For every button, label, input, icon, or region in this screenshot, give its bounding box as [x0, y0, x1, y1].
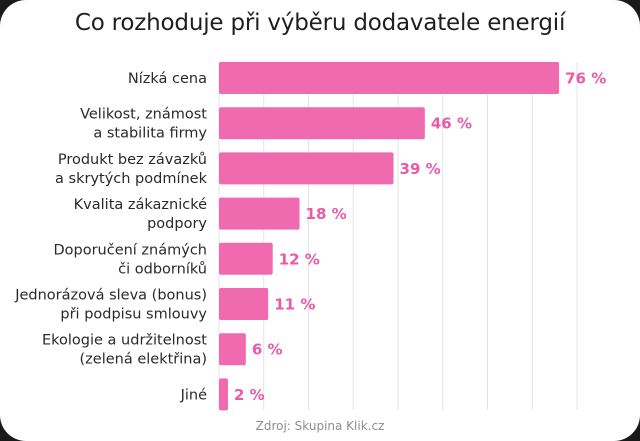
category-label: či odborníků: [118, 261, 207, 277]
category-label: Kvalita zákaznické: [74, 197, 207, 213]
bar: [219, 378, 228, 411]
category-label: (zelená elektřina): [80, 352, 208, 368]
bar: [219, 152, 394, 185]
value-label: 12 %: [279, 250, 320, 268]
category-label: Velikost, známost: [80, 107, 207, 123]
category-label: a skrytých podmínek: [55, 171, 208, 187]
value-label: 46 %: [431, 115, 472, 133]
bar: [219, 288, 269, 320]
category-label: Produkt bez závazků: [58, 152, 207, 168]
bar: [219, 62, 560, 94]
value-label: 76 %: [565, 70, 606, 88]
source-note: Zdroj: Skupina Klik.cz: [255, 419, 385, 433]
bar: [219, 197, 300, 230]
chart-title: Co rozhoduje při výběru dodavatele energ…: [74, 10, 566, 36]
category-label: Jiné: [180, 387, 207, 403]
value-label: 6 %: [252, 341, 283, 359]
category-label: Nízká cena: [128, 71, 207, 87]
category-label: podpory: [147, 216, 207, 232]
category-label: Jednorázová sleva (bonus): [14, 288, 207, 304]
category-label: při podpisu smlouvy: [60, 307, 207, 323]
value-label: 18 %: [306, 205, 347, 223]
category-label: Doporučení známých: [53, 242, 207, 258]
category-label: a stabilita firmy: [93, 126, 207, 142]
bar: [219, 333, 246, 366]
value-label: 11 %: [274, 296, 315, 314]
value-label: 2 %: [234, 386, 265, 404]
bar: [219, 242, 273, 275]
value-label: 39 %: [400, 160, 441, 178]
category-label: Ekologie a udržitelnost: [42, 333, 207, 349]
bar: [219, 107, 425, 140]
